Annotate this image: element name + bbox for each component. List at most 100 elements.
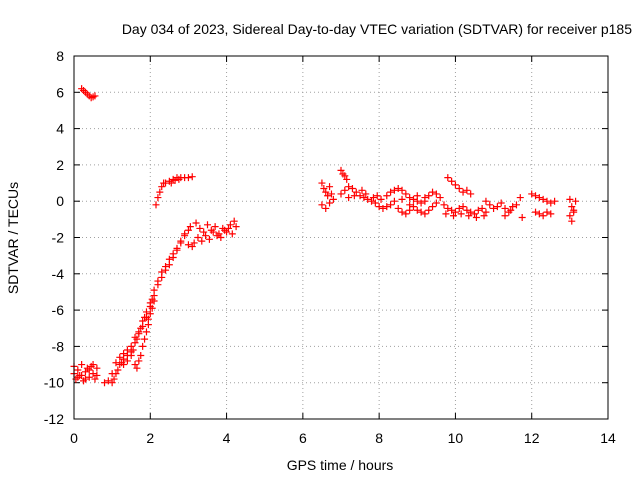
data-point [131,361,139,369]
data-points [70,85,580,387]
data-point [472,214,480,222]
data-point [152,201,160,209]
data-point [507,206,515,214]
data-point [169,250,177,258]
data-point [318,179,326,187]
series-rise-lower [108,297,158,387]
data-point [417,208,425,216]
data-point [413,192,421,200]
data-point [532,208,540,216]
data-point [192,219,200,227]
data-point [566,195,574,203]
data-point [482,208,490,216]
data-point [213,232,221,240]
data-point [148,304,156,312]
data-point [436,194,444,202]
data-point [455,184,463,192]
data-point [451,208,459,216]
data-point [137,351,145,359]
data-point [141,335,149,343]
data-point [230,217,238,225]
data-point [463,206,471,214]
data-point [448,206,456,214]
data-point [158,268,166,276]
data-point [482,197,490,205]
data-point [181,230,189,238]
data-point [387,188,395,196]
data-point [341,172,349,180]
series-plateau [184,217,240,251]
data-point [337,166,345,174]
data-point [398,186,406,194]
data-point [568,203,576,211]
data-point [377,195,385,203]
data-point [74,373,82,381]
data-point [320,184,328,192]
data-point [444,174,452,182]
data-point [547,199,555,207]
data-point [518,214,526,222]
data-point [327,190,335,198]
data-point [85,366,93,374]
data-point [184,226,192,234]
data-point [188,173,196,181]
series-afternoon-b [337,166,395,212]
data-point [402,190,410,198]
data-point [368,197,376,205]
data-point [127,348,135,356]
data-point [228,230,236,238]
data-point [226,221,234,229]
data-point [406,201,414,209]
data-point [204,221,211,229]
data-point [467,208,475,216]
data-point [394,184,402,192]
data-point [322,204,330,212]
x-tick-label: 8 [375,430,383,446]
data-point [142,328,150,336]
data-point [432,190,440,198]
data-point [535,210,543,218]
data-point [89,361,97,369]
data-point [133,335,141,343]
data-point [450,212,458,220]
data-point [123,351,131,359]
chart-title: Day 034 of 2023, Sidereal Day-to-day VTE… [122,21,632,37]
data-point [572,197,580,205]
data-point [173,244,181,252]
data-point [532,192,540,200]
series-evening-d [516,194,526,222]
y-tick-label: -2 [52,230,65,246]
x-tick-label: 4 [223,430,231,446]
data-point [570,208,578,216]
data-point [398,195,406,203]
data-point [135,330,143,338]
data-point [156,188,164,196]
data-point [463,186,471,194]
data-point [341,186,349,194]
data-point [478,204,486,212]
data-point [322,188,330,196]
data-point [345,183,353,191]
data-point [118,359,126,367]
data-point [480,212,488,220]
data-point [465,212,473,220]
data-point [455,204,463,212]
data-point [150,286,158,294]
series-afternoon-c [383,184,444,218]
data-point [425,206,433,214]
data-point [209,228,217,236]
data-point [432,199,440,207]
tick-labels: 0 2 4 6 8 10 12 14 -12 -10 -8 -6 -4 -2 0 2 4 6 8 [44,48,616,446]
data-point [364,195,372,203]
data-point [137,324,145,332]
data-point [120,355,128,363]
data-point [421,194,429,202]
data-point [337,190,345,198]
x-tick-label: 6 [299,430,307,446]
data-point [89,370,97,378]
x-tick-label: 12 [524,430,540,446]
grid [74,56,608,419]
y-tick-label: -10 [44,375,64,391]
data-point [516,194,524,202]
data-point [350,192,358,200]
